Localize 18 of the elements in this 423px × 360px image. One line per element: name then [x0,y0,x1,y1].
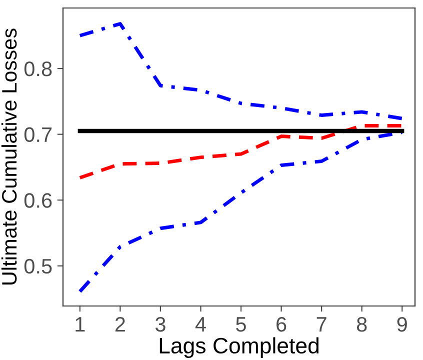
line-series [78,130,404,294]
y-tick-label: 0.7 [24,127,52,142]
x-tick-label: 4 [195,317,206,332]
x-tick-label: 8 [356,316,367,332]
x-tick-label: 6 [276,316,286,332]
y-tick-label: 0.8 [24,62,52,76]
x-tick-label: 9 [397,316,407,332]
x-tick-label: 5 [236,317,246,332]
x-tick-label: 1 [76,317,85,332]
y-tick-label: 0.5 [24,258,52,274]
y-axis-title: Ultimate Cumulative Losses [1,28,17,284]
x-tick-label: 7 [316,317,326,332]
x-tick-label: 3 [155,316,166,332]
line-series [78,22,404,120]
line-series [78,124,404,180]
x-tick-label: 2 [115,316,125,332]
x-axis-title: Lags Completed [160,337,318,358]
y-tick-label: 0.6 [24,193,52,208]
